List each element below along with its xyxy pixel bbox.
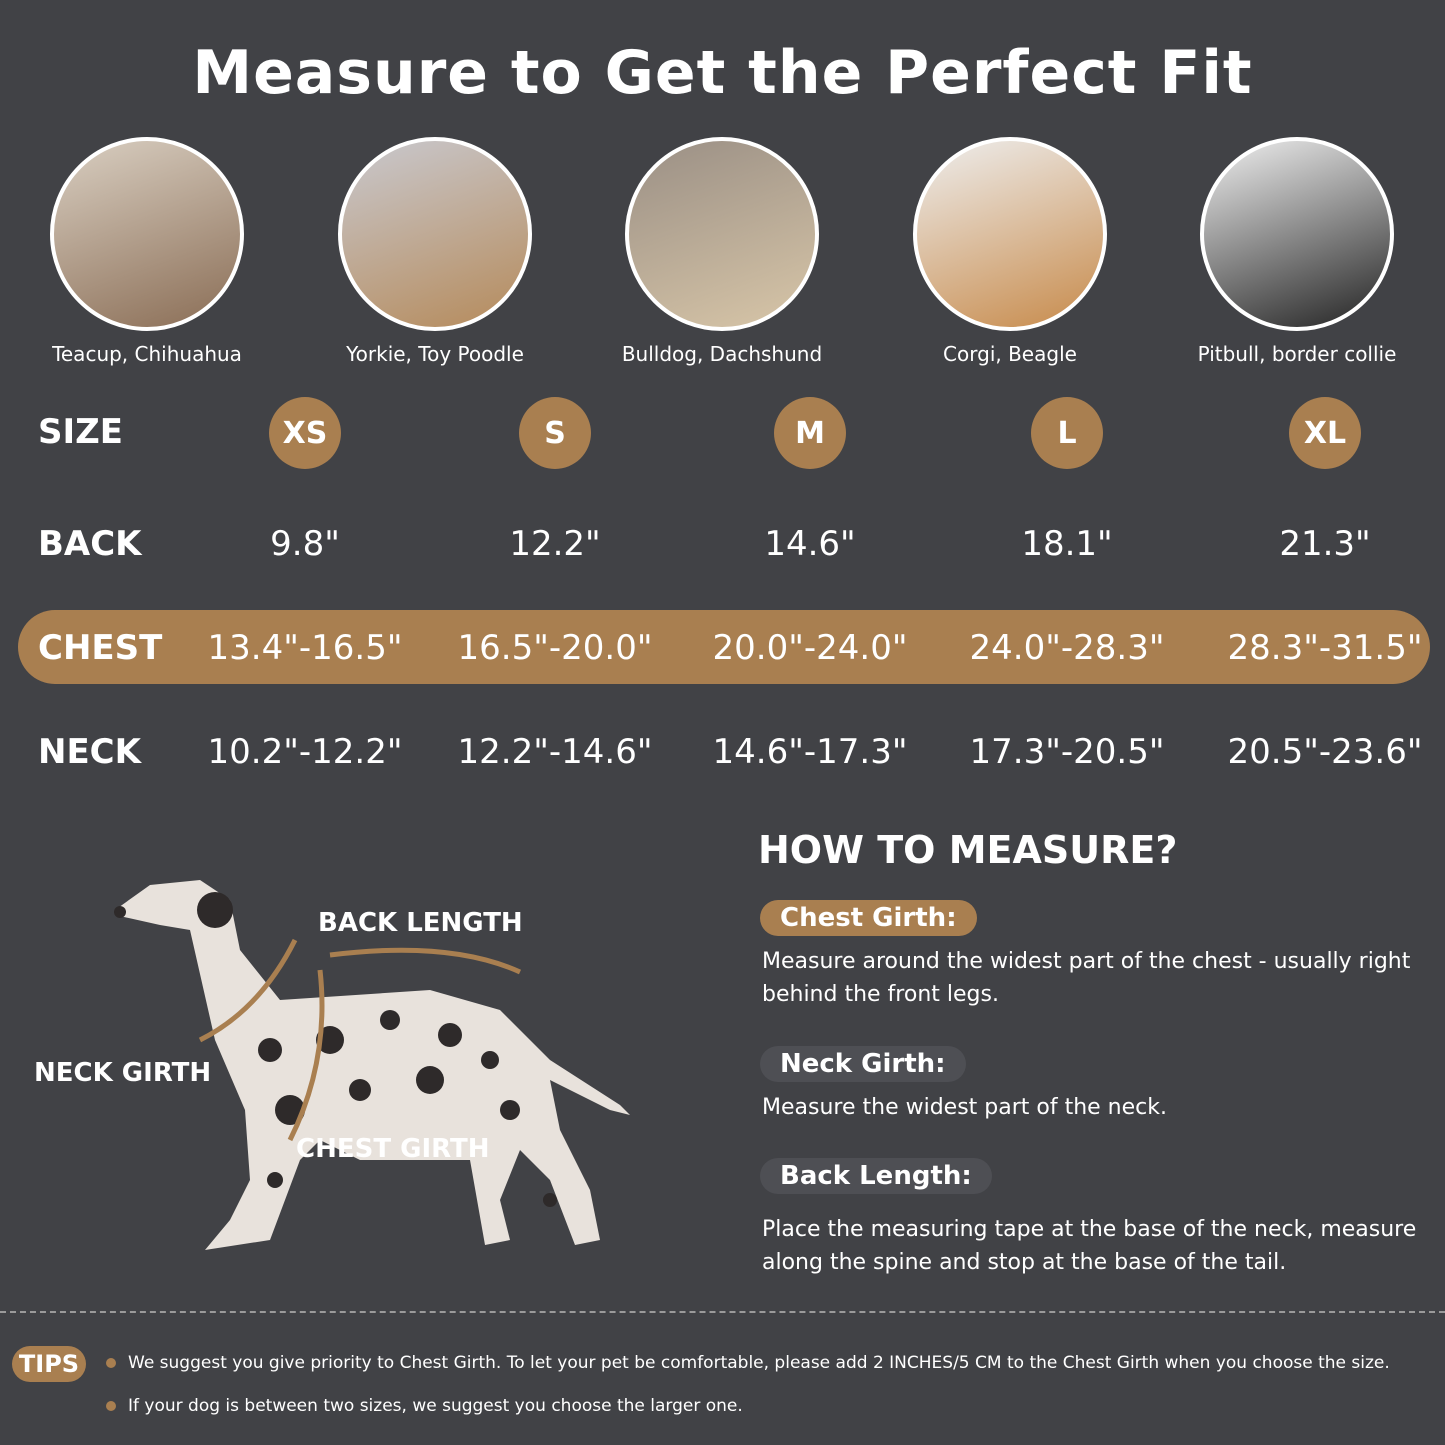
size-label: SIZE (38, 412, 124, 452)
tip-item: If your dog is between two sizes, we sug… (106, 1396, 743, 1416)
size-badge: XL (1289, 397, 1361, 469)
dog-photo (625, 137, 819, 331)
chest-value: 13.4"-16.5" (207, 628, 403, 668)
breed-label: Corgi, Beagle (943, 342, 1077, 366)
back-label: BACK (38, 524, 142, 564)
chest-row-highlight (18, 610, 1430, 684)
back-value: 14.6" (764, 524, 856, 564)
divider (0, 1311, 1445, 1313)
breed-label: Pitbull, border collie (1197, 342, 1397, 366)
chest-label: CHEST (38, 628, 163, 668)
tip-item: We suggest you give priority to Chest Gi… (106, 1353, 1390, 1373)
size-badge: M (774, 397, 846, 469)
neck-value: 20.5"-23.6" (1227, 732, 1423, 772)
chest-value: 24.0"-28.3" (969, 628, 1165, 668)
dog-photo (50, 137, 244, 331)
bullet-icon (106, 1401, 116, 1411)
chest-value: 16.5"-20.0" (457, 628, 653, 668)
neck-value: 12.2"-14.6" (457, 732, 653, 772)
back-value: 21.3" (1279, 524, 1371, 564)
dog-photo (338, 137, 532, 331)
breed-label: Yorkie, Toy Poodle (346, 342, 524, 366)
dog-photo (1200, 137, 1394, 331)
neck-value: 14.6"-17.3" (712, 732, 908, 772)
chest-girth-desc: Measure around the widest part of the ch… (762, 949, 1411, 1007)
back-value: 18.1" (1021, 524, 1113, 564)
back-length-label: BACK LENGTH (318, 908, 523, 938)
neck-label: NECK (38, 732, 141, 772)
neck-girth-pill: Neck Girth: (760, 1046, 966, 1082)
breed-label: Teacup, Chihuahua (52, 342, 242, 366)
chest-girth-pill: Chest Girth: (760, 900, 977, 936)
chest-value: 20.0"-24.0" (712, 628, 908, 668)
size-badge: S (519, 397, 591, 469)
dog-photo (913, 137, 1107, 331)
size-badge: XS (269, 397, 341, 469)
back-length-desc: Place the measuring tape at the base of … (762, 1217, 1417, 1275)
chest-value: 28.3"-31.5" (1227, 628, 1423, 668)
dalmatian-illustration (114, 880, 630, 1250)
neck-girth-desc: Measure the widest part of the neck. (762, 1095, 1167, 1120)
page-title: Measure to Get the Perfect Fit (192, 38, 1253, 108)
back-value: 12.2" (509, 524, 601, 564)
back-value: 9.8" (270, 524, 340, 564)
neck-value: 10.2"-12.2" (207, 732, 403, 772)
neck-girth-label: NECK GIRTH (34, 1058, 212, 1088)
neck-value: 17.3"-20.5" (969, 732, 1165, 772)
size-badge: L (1031, 397, 1103, 469)
chest-girth-label: CHEST GIRTH (296, 1134, 490, 1164)
bullet-icon (106, 1358, 116, 1368)
breed-label: Bulldog, Dachshund (621, 342, 823, 366)
how-to-measure-title: HOW TO MEASURE? (758, 828, 1178, 872)
tips-badge: TIPS (12, 1346, 86, 1382)
back-length-pill: Back Length: (760, 1158, 992, 1194)
